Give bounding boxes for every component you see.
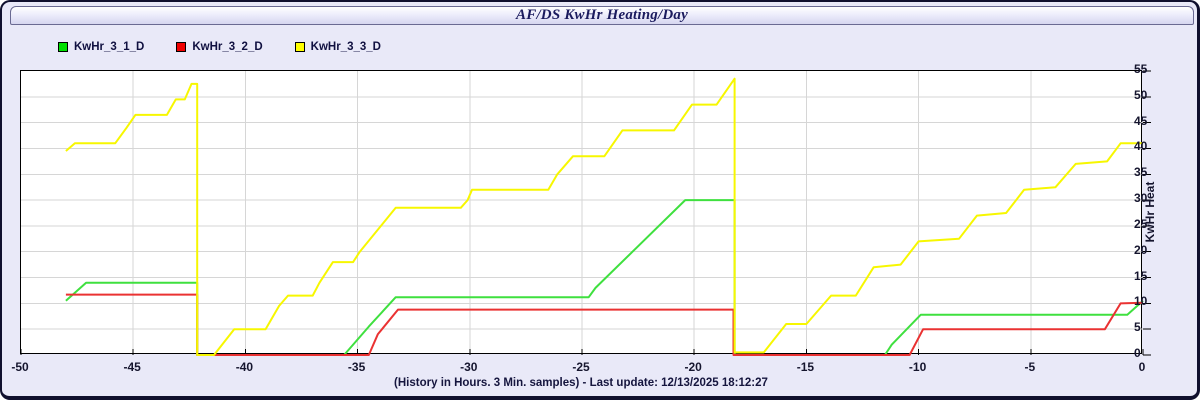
y-tick-label: 30 bbox=[1134, 191, 1148, 206]
legend-swatch-icon bbox=[176, 42, 187, 52]
y-tick-label: 10 bbox=[1134, 294, 1148, 309]
x-tick-label: -20 bbox=[684, 360, 702, 374]
legend-label: KwHr_3_2_D bbox=[192, 41, 263, 53]
y-tick-label: 5 bbox=[1134, 320, 1141, 335]
x-tick-label: -15 bbox=[796, 360, 815, 374]
x-tick-label: -30 bbox=[460, 360, 478, 374]
legend-item: KwHr_3_1_D bbox=[58, 41, 144, 53]
y-tick-label: 0 bbox=[1134, 346, 1141, 360]
x-tick-label: -5 bbox=[1024, 360, 1036, 374]
title-bar: AF/DS KwHr Heating/Day bbox=[10, 6, 1194, 25]
plot-area bbox=[20, 70, 1151, 356]
chart-footer: (History in Hours. 3 Min. samples) - Las… bbox=[394, 377, 768, 389]
y-axis-title: KwHr Heat bbox=[1143, 181, 1157, 243]
legend-label: KwHr_3_1_D bbox=[74, 41, 145, 53]
y-tick-label: 45 bbox=[1134, 113, 1148, 128]
legend-swatch-icon bbox=[58, 42, 68, 52]
legend: KwHr_3_1_D KwHr_3_2_D KwHr_3_3_D bbox=[58, 39, 381, 55]
x-tick-label: 0 bbox=[1138, 360, 1146, 374]
x-tick-label: -25 bbox=[572, 360, 590, 374]
series-line-KwHr_3_3_D bbox=[65, 77, 1143, 356]
chart-canvas bbox=[20, 70, 1151, 356]
y-tick-label: 15 bbox=[1134, 268, 1148, 283]
x-tick-label: -45 bbox=[123, 360, 141, 374]
y-tick-label: 50 bbox=[1134, 87, 1148, 102]
y-tick-label: 20 bbox=[1134, 242, 1148, 257]
legend-item: KwHr_3_2_D bbox=[176, 41, 263, 53]
x-tick-label: -10 bbox=[908, 360, 927, 374]
x-tick-label: -40 bbox=[235, 360, 254, 374]
y-tick-label: 55 bbox=[1134, 62, 1148, 76]
y-tick-label: 40 bbox=[1134, 139, 1148, 154]
x-tick-label: -50 bbox=[11, 360, 29, 374]
x-tick-label: -35 bbox=[347, 360, 366, 374]
legend-swatch-icon bbox=[294, 42, 305, 52]
y-tick-label: 25 bbox=[1134, 216, 1148, 231]
y-tick-label: 35 bbox=[1134, 165, 1148, 180]
legend-label: KwHr_3_3_D bbox=[310, 41, 381, 53]
page-title: AF/DS KwHr Heating/Day bbox=[516, 7, 688, 23]
legend-item: KwHr_3_3_D bbox=[294, 41, 381, 53]
